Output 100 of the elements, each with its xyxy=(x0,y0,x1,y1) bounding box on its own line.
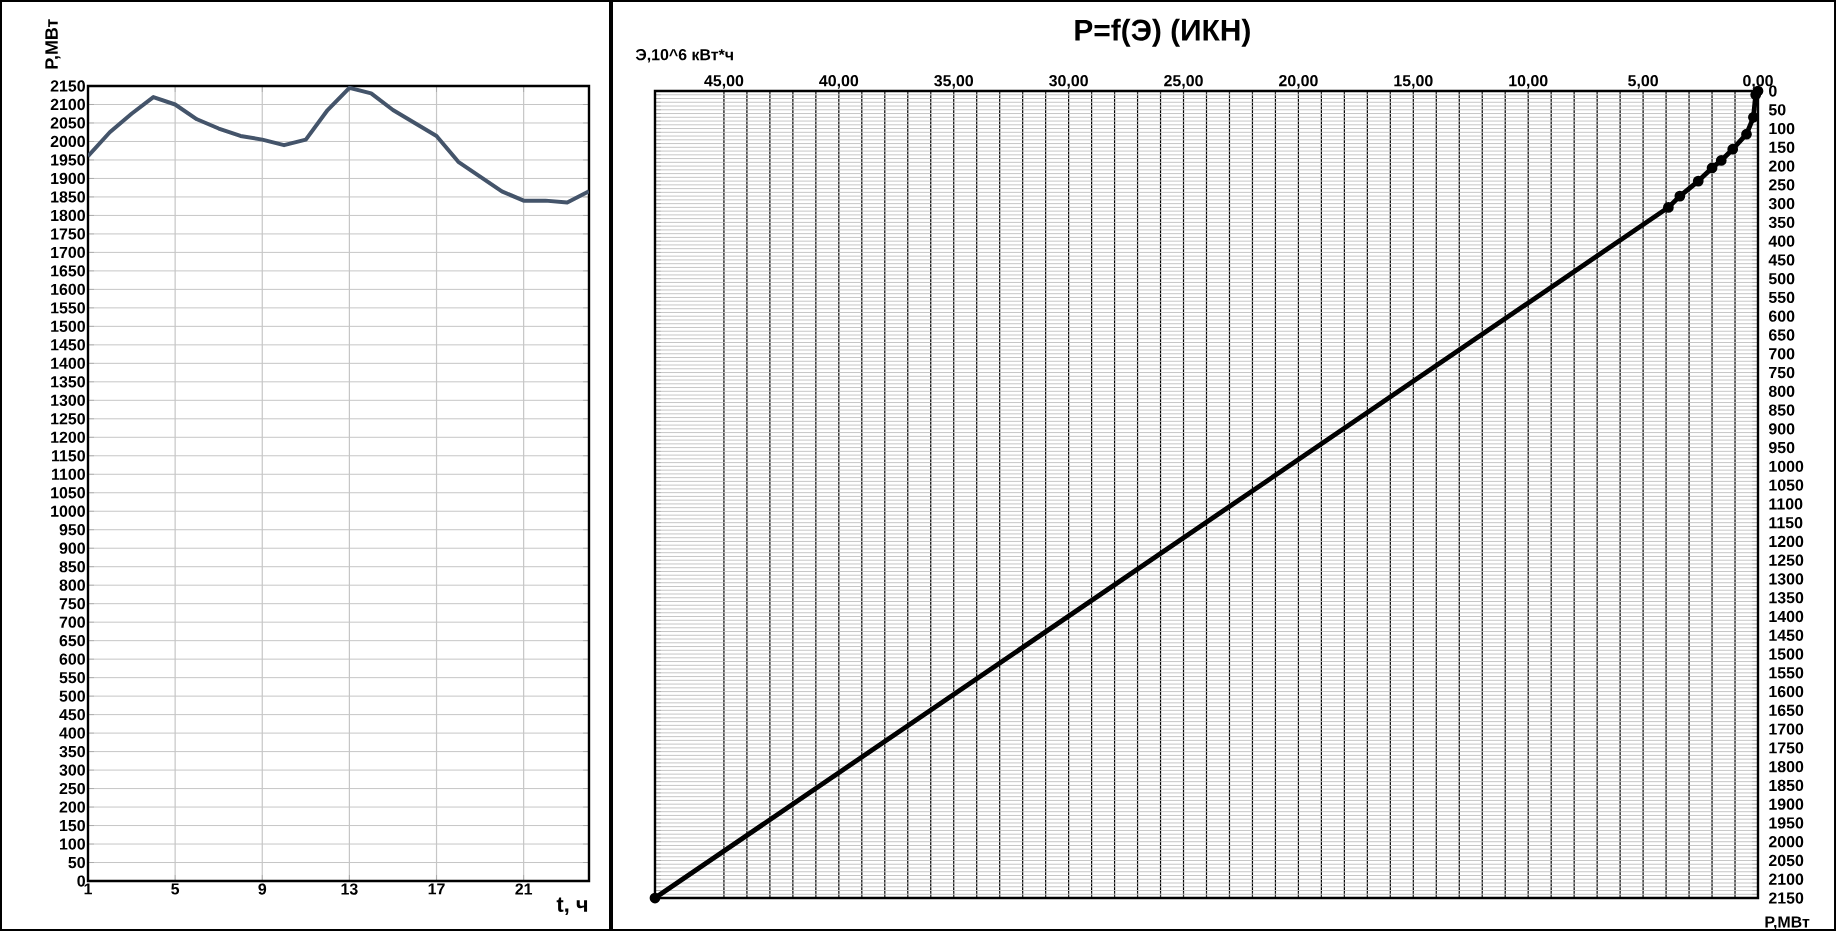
y-tick-label: 1000 xyxy=(1769,460,1804,473)
y-axis-title: P,МВт xyxy=(1765,916,1810,930)
y-tick-label: 1000 xyxy=(51,505,85,517)
x-tick-label: 45,00 xyxy=(704,75,744,89)
x-tick-label: 25,00 xyxy=(1164,75,1203,89)
y-tick-label: 250 xyxy=(59,782,85,795)
y-tick-label: 2050 xyxy=(1768,854,1804,867)
x-axis-title: t, ч xyxy=(556,897,588,916)
y-tick-label: 1750 xyxy=(51,228,85,240)
y-tick-label: 1400 xyxy=(51,357,85,369)
y-tick-label: 700 xyxy=(1769,348,1795,360)
y-tick-label: 1550 xyxy=(1769,667,1804,679)
y-tick-label: 800 xyxy=(59,579,85,591)
y-tick-label: 2100 xyxy=(50,98,85,111)
y-tick-label: 700 xyxy=(59,616,85,628)
y-tick-label: 400 xyxy=(1768,235,1795,247)
y-tick-label: 2150 xyxy=(50,80,85,92)
y-tick-label: 500 xyxy=(59,690,85,702)
y-tick-label: 1150 xyxy=(1769,517,1803,529)
y-tick-label: 150 xyxy=(1769,141,1795,153)
y-tick-label: 900 xyxy=(1768,423,1795,435)
chart-title: P=f(Э) (ИКН) xyxy=(1075,18,1250,47)
y-tick-label: 1900 xyxy=(51,172,85,185)
y-tick-label: 1450 xyxy=(1769,629,1804,641)
x-tick-label: 30,00 xyxy=(1049,75,1088,89)
x-tick-label: 21 xyxy=(515,883,533,895)
y-tick-label: 1700 xyxy=(51,246,85,259)
y-tick-label: 1850 xyxy=(1769,779,1804,792)
x-tick-label: 5 xyxy=(171,883,180,895)
y-tick-label: 650 xyxy=(1768,329,1795,341)
y-tick-label: 1450 xyxy=(51,339,85,351)
x-tick-label: 10,00 xyxy=(1509,75,1548,89)
y-tick-label: 550 xyxy=(59,672,85,684)
y-tick-label: 350 xyxy=(1768,216,1795,229)
y-tick-label: 600 xyxy=(59,653,85,665)
y-tick-label: 650 xyxy=(59,635,85,647)
y-tick-label: 1650 xyxy=(51,265,85,277)
y-tick-label: 1250 xyxy=(51,413,85,425)
y-tick-label: 1500 xyxy=(1769,648,1804,660)
y-tick-label: 1100 xyxy=(1769,498,1803,510)
y-tick-label: 1350 xyxy=(51,376,85,388)
y-tick-label: 750 xyxy=(59,598,85,610)
y-tick-label: 950 xyxy=(1768,441,1795,454)
y-tick-label: 2050 xyxy=(50,117,85,129)
y-axis-title: P,МВт xyxy=(45,19,61,69)
y-tick-label: 250 xyxy=(1768,179,1795,191)
y-tick-label: 800 xyxy=(1768,385,1795,397)
y-tick-label: 1200 xyxy=(1769,535,1804,548)
y-tick-label: 200 xyxy=(59,801,85,813)
y-tick-label: 850 xyxy=(1768,404,1795,416)
y-tick-label: 1700 xyxy=(1769,723,1804,735)
y-tick-label: 1400 xyxy=(1769,610,1804,623)
x-tick-label: 40,00 xyxy=(819,75,859,89)
y-tick-label: 1050 xyxy=(51,487,85,499)
y-tick-label: 450 xyxy=(59,708,85,721)
y-tick-label: 1100 xyxy=(52,468,85,480)
y-tick-label: 1600 xyxy=(1769,685,1804,698)
x-tick-label: 15,00 xyxy=(1394,75,1433,89)
y-tick-label: 1850 xyxy=(51,191,85,203)
y-tick-label: 50 xyxy=(1768,104,1786,116)
y-tick-label: 500 xyxy=(1768,273,1795,285)
y-tick-label: 850 xyxy=(59,561,85,573)
y-tick-label: 350 xyxy=(59,745,85,758)
y-tick-label: 1200 xyxy=(51,431,85,443)
y-tick-label: 1800 xyxy=(1769,761,1804,773)
y-tick-label: 450 xyxy=(1768,254,1795,266)
y-tick-label: 2000 xyxy=(1768,836,1804,848)
y-tick-label: 1300 xyxy=(1769,573,1804,585)
y-tick-label: 2000 xyxy=(50,135,85,148)
y-tick-label: 100 xyxy=(1769,122,1795,135)
x-tick-label: 9 xyxy=(258,883,267,895)
x-tick-label: 35,00 xyxy=(934,75,974,89)
y-tick-label: 900 xyxy=(59,542,85,554)
x-tick-label: 1 xyxy=(84,883,92,895)
y-tick-label: 1600 xyxy=(51,283,85,296)
x-tick-label: 5,00 xyxy=(1628,75,1658,89)
y-tick-label: 1300 xyxy=(51,394,85,406)
y-tick-label: 1900 xyxy=(1769,798,1804,810)
y-tick-label: 1650 xyxy=(1769,704,1804,716)
y-tick-label: 150 xyxy=(60,819,85,832)
x-tick-label: 13 xyxy=(341,883,358,895)
y-tick-label: 1250 xyxy=(1769,554,1804,566)
y-tick-label: 0 xyxy=(77,875,85,887)
y-tick-label: 100 xyxy=(60,838,85,850)
y-tick-label: 1800 xyxy=(51,209,85,222)
x-axis-title: Э,10^6 кВт*ч xyxy=(635,49,733,63)
y-tick-label: 400 xyxy=(59,727,85,739)
y-tick-label: 1750 xyxy=(1769,742,1804,754)
y-tick-label: 1950 xyxy=(1769,817,1804,829)
y-tick-label: 2150 xyxy=(1768,892,1804,904)
y-tick-label: 300 xyxy=(1768,197,1795,210)
y-tick-label: 750 xyxy=(1769,366,1795,379)
y-tick-label: 2100 xyxy=(1768,873,1804,885)
x-tick-label: 20,00 xyxy=(1279,75,1318,89)
y-tick-label: 200 xyxy=(1768,160,1795,172)
y-tick-label: 600 xyxy=(1768,310,1795,322)
y-tick-label: 300 xyxy=(59,764,85,776)
y-tick-label: 1150 xyxy=(52,450,85,462)
y-tick-label: 1350 xyxy=(1769,592,1804,604)
y-tick-label: 1950 xyxy=(51,154,85,166)
